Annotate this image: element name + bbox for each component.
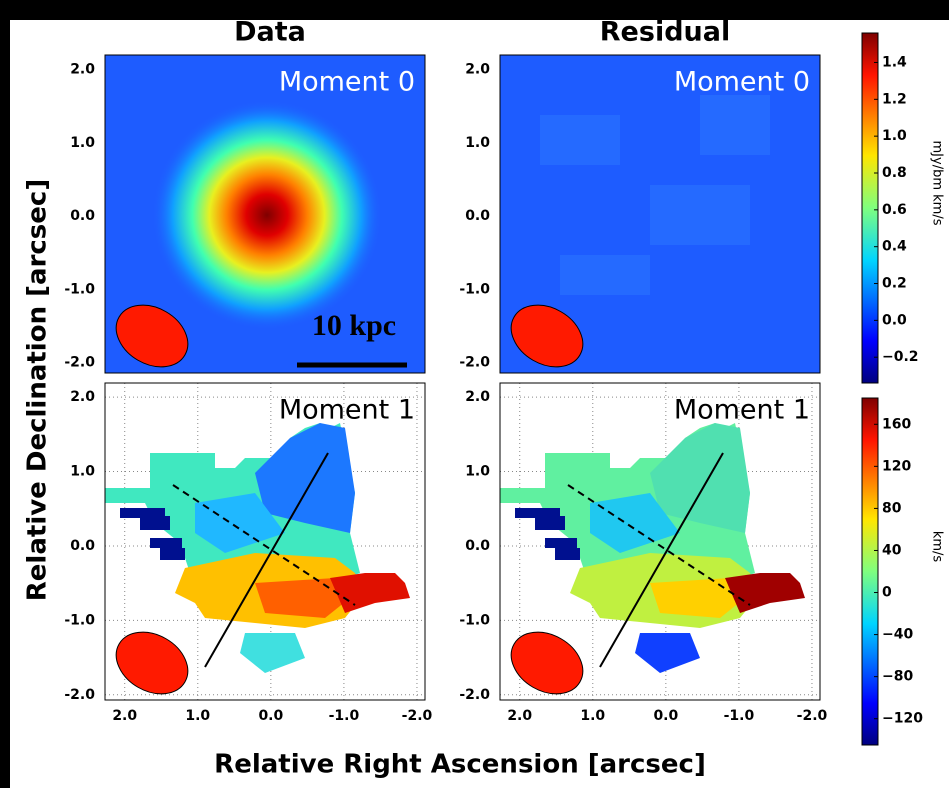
colorbar-tick-label: 1.0 [882,128,907,144]
colorbar [861,32,879,384]
colorbar-tick-label: 80 [882,500,902,516]
x-tick-label: -1.0 [329,708,360,724]
x-tick-label: -2.0 [402,708,433,724]
y-tick-label: 0.0 [465,208,490,224]
y-tick-label: -2.0 [459,355,490,371]
y-tick-label: 0.0 [70,538,95,554]
pixel-region [195,493,285,553]
x-tick-label: -2.0 [797,708,828,724]
beam [510,304,584,368]
colorbar-tick-label: 160 [882,416,911,432]
pixel-region [635,633,700,673]
y-tick-label: -1.0 [64,612,95,628]
x-tick-label: 1.0 [580,708,605,724]
y-tick-label: 2.0 [70,389,95,405]
emission-blob [152,100,382,330]
x-tick-label: 0.0 [653,708,678,724]
y-tick-label: -2.0 [64,687,95,703]
pixel-region [555,548,580,560]
colorbar-tick-label: −120 [882,711,923,727]
y-tick-label: 1.0 [70,464,95,480]
panel-frame [104,382,426,701]
colorbar-tick-label: 1.4 [882,54,907,70]
pixel-region [150,538,182,548]
pixel-region [140,516,170,530]
y-tick-label: 2.0 [465,62,490,78]
colorbar-tick-label: 40 [882,542,902,558]
colorbar-tick-label: 0.2 [882,276,907,292]
panel-title: Data [234,17,306,48]
y-tick-label: -1.0 [459,281,490,297]
colorbar-tick-label: 1.2 [882,91,907,107]
y-tick-label: 2.0 [465,389,490,405]
y-tick-label: -1.0 [64,281,95,297]
x-tick-label: -1.0 [724,708,755,724]
colorbar-tick-label: 0.4 [882,239,907,255]
pixel-region [255,423,355,533]
y-tick-label: -2.0 [64,355,95,371]
panel-annotation: Moment 1 [674,395,810,426]
pixel-region [255,578,350,618]
colorbar-label: mJy/bm km/s [930,141,945,226]
minor-axis [172,484,356,606]
beam [115,304,189,368]
pixel-region [650,423,750,533]
pixel-region [650,578,745,618]
top-bar [0,0,949,20]
y-tick-label: -1.0 [459,612,490,628]
y-axis-label: Relative Declination [arcsec] [23,179,53,601]
colorbar-label: km/s [930,531,945,563]
pixel-region [515,508,560,518]
noise-patch [560,255,650,295]
y-tick-label: 1.0 [465,135,490,151]
pixel-region [240,633,305,673]
major-axis [204,452,329,668]
panel-frame [499,54,821,374]
beam [115,631,189,695]
noise-patch [650,185,750,245]
beam [510,631,584,695]
x-tick-label: 2.0 [507,708,532,724]
noise-patch [540,115,620,165]
pixel-region [545,538,577,548]
panel-frame [499,382,821,701]
major-axis [599,452,724,668]
pixel-region [590,493,680,553]
y-tick-label: 2.0 [70,62,95,78]
panel-annotation: Moment 1 [279,395,415,426]
panel-frame [104,54,426,374]
left-bar [0,0,10,788]
pixel-region [160,548,185,560]
scale-bar-label: 10 kpc [312,309,396,342]
colorbar-tick-label: 0.6 [882,202,907,218]
colorbar-tick-label: −80 [882,669,913,685]
panel-annotation: Moment 0 [674,67,810,98]
colorbar-tick-label: 0 [882,585,892,601]
x-tick-label: 0.0 [258,708,283,724]
colorbar-tick-label: 0.0 [882,312,907,328]
x-tick-label: 2.0 [112,708,137,724]
y-tick-label: 0.0 [465,538,490,554]
y-tick-label: -2.0 [459,687,490,703]
y-tick-label: 1.0 [70,135,95,151]
pixel-region [120,508,165,518]
colorbar-tick-label: −0.2 [882,349,919,365]
panel-annotation: Moment 0 [279,67,415,98]
minor-axis [567,484,751,606]
pixel-region [330,573,410,613]
panel-title: Residual [600,17,730,48]
y-tick-label: 1.0 [465,464,490,480]
x-tick-label: 1.0 [185,708,210,724]
pixel-region [535,516,565,530]
x-axis-label: Relative Right Ascension [arcsec] [214,750,706,780]
colorbar-tick-label: 0.8 [882,165,907,181]
colorbar-tick-label: 120 [882,458,911,474]
colorbar-tick-label: −40 [882,627,913,643]
colorbar [861,397,879,746]
y-tick-label: 0.0 [70,208,95,224]
noise-patch [700,95,770,155]
pixel-region [725,573,805,613]
